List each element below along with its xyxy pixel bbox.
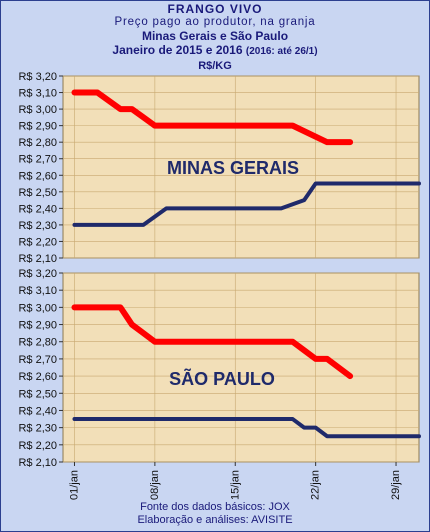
y-tick-label: R$ 2,60: [18, 170, 57, 182]
y-tick-label: R$ 2,50: [18, 388, 57, 400]
chart-panel-1: R$ 2,10 R$ 2,20 R$ 2,30 R$ 2,40 R$ 2,50 R$ 2,…: [18, 71, 421, 265]
y-tick-label: R$ 2,10: [18, 457, 57, 469]
x-tick-label: 22/jan: [310, 470, 322, 500]
y-tick-label: R$ 3,10: [18, 88, 57, 100]
y-tick-label: R$ 3,20: [18, 268, 57, 280]
chart-period: Janeiro de 2015 e 2016 (2016: até 26/1): [2, 43, 428, 59]
y-tick-label: R$ 2,90: [18, 121, 57, 133]
series-line-2: [72, 181, 421, 227]
y-tick-label: R$ 2,30: [18, 423, 57, 435]
series-line-2: [72, 417, 421, 439]
y-tick-label: R$ 2,80: [18, 337, 57, 349]
y-tick-label: R$ 2,40: [18, 203, 57, 215]
y-tick-label: R$ 2,20: [18, 236, 57, 248]
y-tick-label: R$ 2,40: [18, 405, 57, 417]
x-tick-label: 15/jan: [229, 470, 241, 500]
y-tick-label: R$ 2,20: [18, 440, 57, 452]
x-tick-label: 01/jan: [68, 470, 80, 500]
y-tick-label: R$ 2,80: [18, 137, 57, 149]
y-tick-label: R$ 2,70: [18, 154, 57, 166]
chart-regions: Minas Gerais e São Paulo: [141, 29, 289, 43]
y-tick-label: R$ 2,10: [18, 253, 57, 265]
source-note: Fonte dos dados básicos: JOX: [140, 501, 290, 513]
panel-title: SÃO PAULO: [169, 368, 275, 389]
series-line-1: [71, 304, 354, 380]
charts-svg: R$ 2,10 R$ 2,20 R$ 2,30 R$ 2,40 R$ 2,50 R$ 2,…: [3, 71, 427, 500]
y-tick-label: R$ 2,90: [18, 320, 57, 332]
chart-header: FRANGO VIVO Preço pago ao produtor, na g…: [2, 2, 428, 74]
panel-title: MINAS GERAIS: [167, 158, 299, 178]
chart-unit: R$/KG: [198, 60, 232, 72]
credits-note: Elaboração e análises: AVISITE: [137, 514, 293, 526]
y-tick-label: R$ 2,50: [18, 187, 57, 199]
chart-title: FRANGO VIVO: [167, 2, 263, 16]
y-tick-label: R$ 3,00: [18, 302, 57, 314]
y-tick-label: R$ 3,10: [18, 285, 57, 297]
chart-panel-2: R$ 2,10 R$ 2,20 R$ 2,30 R$ 2,40 R$ 2,50 R$ 2,…: [18, 268, 421, 500]
chart-period-note: (2016: até 26/1): [245, 46, 318, 57]
chart-subtitle: Preço pago ao produtor, na granja: [114, 16, 316, 28]
y-tick-label: R$ 2,70: [18, 354, 57, 366]
y-tick-label: R$ 2,60: [18, 371, 57, 383]
chart-footer: Fonte dos dados básicos: JOX Elaboração …: [1, 501, 429, 527]
y-tick-label: R$ 3,20: [18, 71, 57, 83]
y-tick-label: R$ 2,30: [18, 220, 57, 232]
series-line-1: [71, 89, 354, 146]
chart-period-main: Janeiro de 2015 e 2016: [112, 43, 243, 57]
x-tick-label: 29/jan: [390, 470, 402, 500]
plot-area: [62, 272, 420, 463]
y-tick-label: R$ 3,00: [18, 104, 57, 116]
x-tick-label: 08/jan: [149, 470, 161, 500]
